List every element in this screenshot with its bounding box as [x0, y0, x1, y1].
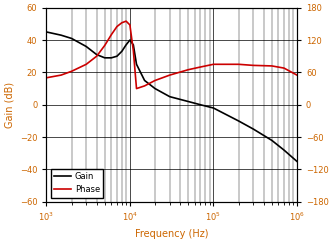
- Gain: [143, 79, 147, 82]
- Gain: [295, 160, 299, 163]
- Phase: [143, 84, 147, 87]
- Gain: [120, 50, 124, 53]
- Gain: [135, 63, 139, 66]
- Gain: [153, 87, 157, 90]
- Phase: [198, 66, 202, 69]
- X-axis label: Frequency (Hz): Frequency (Hz): [135, 229, 208, 239]
- Phase: [103, 44, 107, 47]
- Gain: [124, 43, 128, 46]
- Gain: [59, 34, 63, 37]
- Gain: [236, 120, 240, 122]
- Gain: [186, 100, 190, 103]
- Gain: [282, 149, 286, 152]
- Phase: [282, 67, 286, 69]
- Gain: [103, 56, 107, 59]
- Gain: [211, 106, 215, 109]
- Phase: [131, 49, 135, 52]
- Line: Gain: Gain: [46, 32, 297, 161]
- Phase: [44, 76, 48, 79]
- Phase: [168, 74, 172, 77]
- Line: Phase: Phase: [46, 21, 297, 89]
- Y-axis label: Gain (dB): Gain (dB): [4, 82, 14, 128]
- Gain: [131, 43, 135, 46]
- Gain: [70, 37, 74, 40]
- Phase: [186, 68, 190, 71]
- Phase: [109, 33, 113, 36]
- Phase: [153, 79, 157, 82]
- Gain: [128, 39, 132, 42]
- Gain: [270, 139, 274, 142]
- Phase: [115, 25, 119, 28]
- Gain: [109, 56, 113, 59]
- Phase: [211, 63, 215, 66]
- Phase: [84, 63, 88, 66]
- Gain: [115, 55, 119, 58]
- Gain: [168, 95, 172, 98]
- Gain: [84, 45, 88, 48]
- Gain: [44, 30, 48, 33]
- Phase: [120, 21, 124, 24]
- Gain: [251, 128, 255, 130]
- Phase: [295, 74, 299, 77]
- Phase: [236, 63, 240, 66]
- Phase: [95, 55, 99, 58]
- Phase: [270, 64, 274, 67]
- Phase: [251, 64, 255, 67]
- Phase: [70, 70, 74, 73]
- Gain: [198, 103, 202, 106]
- Legend: Gain, Phase: Gain, Phase: [51, 169, 103, 198]
- Phase: [124, 20, 128, 23]
- Gain: [95, 53, 99, 56]
- Phase: [59, 74, 63, 77]
- Phase: [128, 24, 132, 26]
- Phase: [135, 87, 139, 90]
